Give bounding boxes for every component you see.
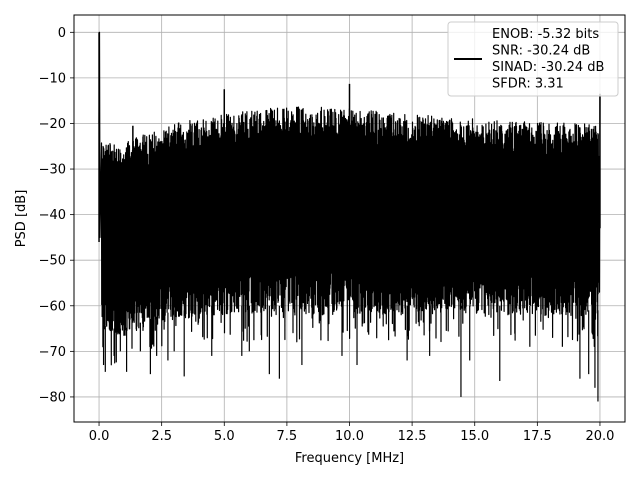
x-tick-label: 7.5 bbox=[277, 429, 298, 444]
legend-enob-text: ENOB: -5.32 bits bbox=[492, 27, 599, 42]
x-tick-label: 10.0 bbox=[335, 429, 364, 444]
x-tick-label: 5.0 bbox=[214, 429, 235, 444]
y-tick-label: 0 bbox=[58, 26, 66, 41]
y-axis-ticks: 0 −10 −20 −30 −40 −50 −60 −70 −80 bbox=[39, 26, 74, 405]
legend-sfdr-text: SFDR: 3.31 bbox=[492, 77, 564, 92]
y-tick-label: −10 bbox=[39, 71, 66, 86]
y-tick-label: −60 bbox=[39, 299, 66, 314]
x-axis-ticks: 0.0 2.5 5.0 7.5 10.0 12.5 15.0 17.5 20.0 bbox=[89, 422, 614, 444]
y-tick-label: −50 bbox=[39, 254, 66, 269]
y-tick-label: −40 bbox=[39, 208, 66, 223]
legend-box bbox=[447, 21, 619, 97]
x-tick-label: 0.0 bbox=[89, 429, 110, 444]
y-tick-label: −80 bbox=[39, 390, 66, 405]
x-axis-label: Frequency [MHz] bbox=[295, 451, 404, 466]
x-tick-label: 12.5 bbox=[398, 429, 427, 444]
plot-area bbox=[98, 31, 601, 402]
y-tick-label: −30 bbox=[39, 163, 66, 178]
x-tick-label: 2.5 bbox=[151, 429, 172, 444]
legend: ENOB: -5.32 bits SNR: -30.24 dB SINAD: -… bbox=[447, 21, 619, 97]
x-tick-label: 17.5 bbox=[523, 429, 552, 444]
x-tick-label: 20.0 bbox=[585, 429, 614, 444]
y-tick-label: −70 bbox=[39, 345, 66, 360]
x-tick-label: 15.0 bbox=[460, 429, 489, 444]
y-tick-label: −20 bbox=[39, 117, 66, 132]
legend-sinad-text: SINAD: -30.24 dB bbox=[492, 60, 604, 75]
legend-snr-text: SNR: -30.24 dB bbox=[492, 44, 590, 59]
y-axis-label: PSD [dB] bbox=[14, 190, 29, 248]
